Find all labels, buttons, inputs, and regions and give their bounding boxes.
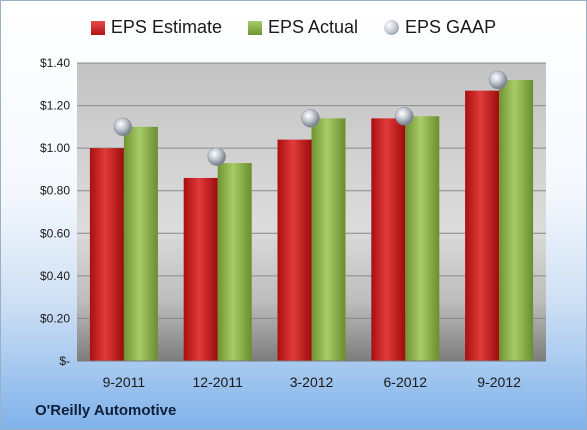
legend-label-eps-actual: EPS Actual — [267, 17, 359, 37]
bar-eps-actual — [311, 118, 346, 361]
legend-swatch-eps-estimate — [90, 20, 105, 35]
bar-eps-actual — [217, 163, 252, 361]
marker-eps-gaap — [488, 70, 508, 90]
y-tick-label: $0.40 — [40, 269, 70, 283]
marker-eps-gaap — [207, 147, 226, 166]
legend-label-eps-estimate: EPS Estimate — [110, 17, 222, 37]
legend-item-eps-actual: EPS Actual — [247, 17, 359, 38]
y-tick-label: $1.40 — [40, 56, 70, 70]
legend-item-eps-estimate: EPS Estimate — [90, 17, 222, 38]
marker-eps-gaap — [113, 117, 133, 137]
legend-swatch-eps-gaap — [384, 20, 400, 35]
bar-eps-estimate — [183, 177, 218, 361]
legend: EPS Estimate EPS Actual EPS GAAP — [1, 17, 586, 38]
marker-eps-gaap — [395, 106, 414, 126]
y-tick-label: $- — [59, 354, 70, 368]
x-tick-label: 6-2012 — [384, 374, 428, 390]
legend-label-eps-gaap: EPS GAAP — [405, 17, 497, 37]
bar-eps-estimate — [89, 148, 124, 361]
y-tick-label: $1.00 — [40, 141, 70, 155]
y-tick-label: $0.60 — [40, 226, 70, 240]
x-tick-label: 12-2011 — [193, 374, 244, 390]
legend-swatch-eps-actual — [247, 20, 262, 35]
y-tick-label: $0.20 — [40, 311, 70, 325]
legend-item-eps-gaap: EPS GAAP — [384, 17, 496, 38]
x-tick-label: 3-2012 — [290, 374, 334, 390]
y-tick-label: $0.80 — [40, 184, 70, 198]
marker-eps-gaap — [301, 109, 320, 128]
bar-eps-actual — [499, 80, 534, 362]
bar-eps-estimate — [371, 118, 406, 361]
bar-eps-actual — [405, 116, 440, 361]
bar-eps-estimate — [465, 90, 500, 362]
company-name: O'Reilly Automotive — [35, 402, 177, 419]
bar-eps-actual — [123, 126, 158, 361]
x-tick-label: 9-2012 — [477, 374, 521, 390]
x-tick-label: 9-2011 — [103, 374, 146, 390]
bar-eps-estimate — [277, 139, 312, 361]
y-tick-label: $1.20 — [40, 99, 70, 113]
